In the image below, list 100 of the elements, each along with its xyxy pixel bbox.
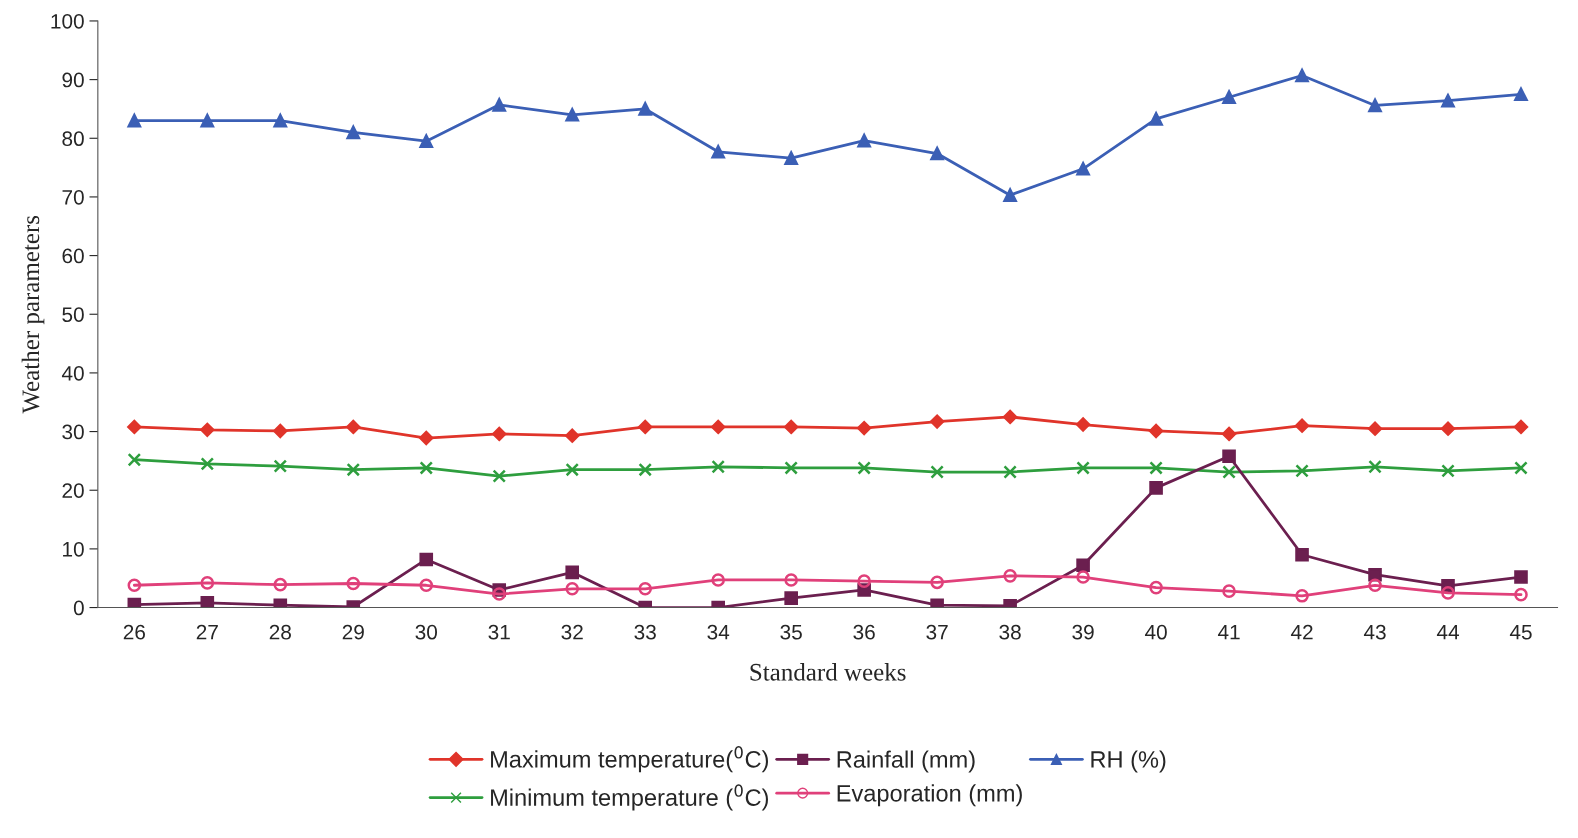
point: [638, 102, 653, 116]
point: [419, 430, 434, 446]
legend-label: Maximum temperature($^{0}$C): [491, 746, 768, 773]
point: [857, 133, 871, 148]
point: [1076, 461, 1090, 475]
point: [565, 565, 580, 580]
point: [929, 414, 945, 429]
point: [1513, 419, 1529, 435]
x-tick-label: 35: [780, 624, 802, 640]
point: [1076, 570, 1090, 584]
point: [127, 419, 142, 435]
x-tick-label: 42: [1290, 624, 1313, 640]
y-axis-title: Weather parameters: [21, 215, 45, 414]
point: [711, 459, 725, 474]
point: [200, 113, 215, 128]
point: [1514, 461, 1528, 475]
point: [273, 577, 288, 592]
point: [857, 461, 871, 475]
point: [1003, 465, 1017, 479]
legend-label: RH (%): [1091, 750, 1166, 773]
point: [419, 461, 434, 475]
point: [565, 462, 580, 477]
point: [711, 573, 725, 587]
point: [638, 581, 653, 596]
point: [127, 113, 142, 128]
point: [857, 420, 872, 436]
point: [565, 108, 580, 122]
x-tick-label: 29: [342, 624, 364, 640]
point: [492, 98, 507, 112]
point: [346, 419, 361, 435]
point: [419, 552, 434, 567]
point: [1368, 459, 1382, 474]
x-tick-label: 36: [853, 624, 875, 640]
point: [200, 422, 215, 437]
point: [1295, 547, 1309, 562]
point: [565, 581, 580, 596]
point: [1222, 90, 1236, 105]
x-tick-label: 28: [269, 624, 291, 640]
point: [1221, 426, 1237, 442]
point: [1149, 112, 1163, 126]
legend-label: Minimum temperature ($^{0}$C): [491, 784, 768, 811]
point: [1003, 569, 1017, 583]
point: [1514, 587, 1528, 602]
point: [1368, 578, 1382, 593]
x-tick-label: 34: [707, 624, 730, 640]
x-tick-label: 40: [1144, 624, 1167, 640]
point: [1222, 449, 1236, 464]
point: [1148, 423, 1164, 439]
x-tick-label: 45: [1509, 624, 1532, 640]
point: [1002, 409, 1018, 425]
y-tick-label: 100: [51, 13, 84, 29]
point: [419, 134, 434, 149]
x-tick-label: 39: [1072, 624, 1094, 640]
y-tick-label: 20: [62, 483, 84, 498]
point: [1367, 421, 1383, 436]
y-tick-label: 10: [63, 541, 84, 557]
point: [1295, 589, 1309, 603]
point: [1295, 68, 1309, 83]
y-tick-label: 30: [62, 424, 84, 440]
y-tick-label: 70: [62, 189, 84, 205]
point: [492, 469, 507, 483]
point: [127, 578, 142, 593]
point: [346, 462, 361, 477]
point: [1295, 464, 1309, 478]
x-tick-label: 31: [488, 624, 510, 640]
point: [784, 461, 798, 475]
point: [419, 578, 434, 593]
y-tick-label: 40: [61, 365, 84, 381]
point: [1441, 586, 1455, 600]
point: [857, 574, 871, 588]
point: [930, 465, 944, 479]
point: [1514, 87, 1528, 102]
point: [1149, 461, 1163, 475]
point: [565, 428, 580, 443]
x-tick-label: 37: [926, 624, 948, 640]
point: [1368, 567, 1382, 582]
y-tick-label: 50: [62, 307, 84, 322]
y-tick-label: 0: [73, 600, 84, 616]
point: [784, 573, 798, 587]
point: [784, 591, 798, 605]
x-tick-label: 41: [1217, 624, 1240, 640]
point: [200, 576, 215, 590]
point: [200, 457, 215, 471]
point: [492, 587, 507, 601]
point: [784, 419, 799, 435]
x-tick-label: 44: [1436, 624, 1459, 640]
x-tick-label: 27: [196, 624, 218, 640]
point: [1368, 98, 1382, 113]
point: [200, 596, 215, 608]
point: [273, 423, 288, 439]
point: [711, 144, 725, 159]
x-axis-title: Standard weeks: [750, 663, 906, 681]
legend-label: Evaporation (mm): [837, 784, 1022, 807]
x-tick-label: 33: [634, 624, 656, 640]
point: [638, 462, 653, 477]
legend-label: Rainfall (mm): [837, 750, 975, 773]
point: [1149, 580, 1163, 595]
point: [1222, 465, 1236, 479]
point: [273, 113, 288, 128]
y-tick-label: 60: [62, 248, 84, 264]
